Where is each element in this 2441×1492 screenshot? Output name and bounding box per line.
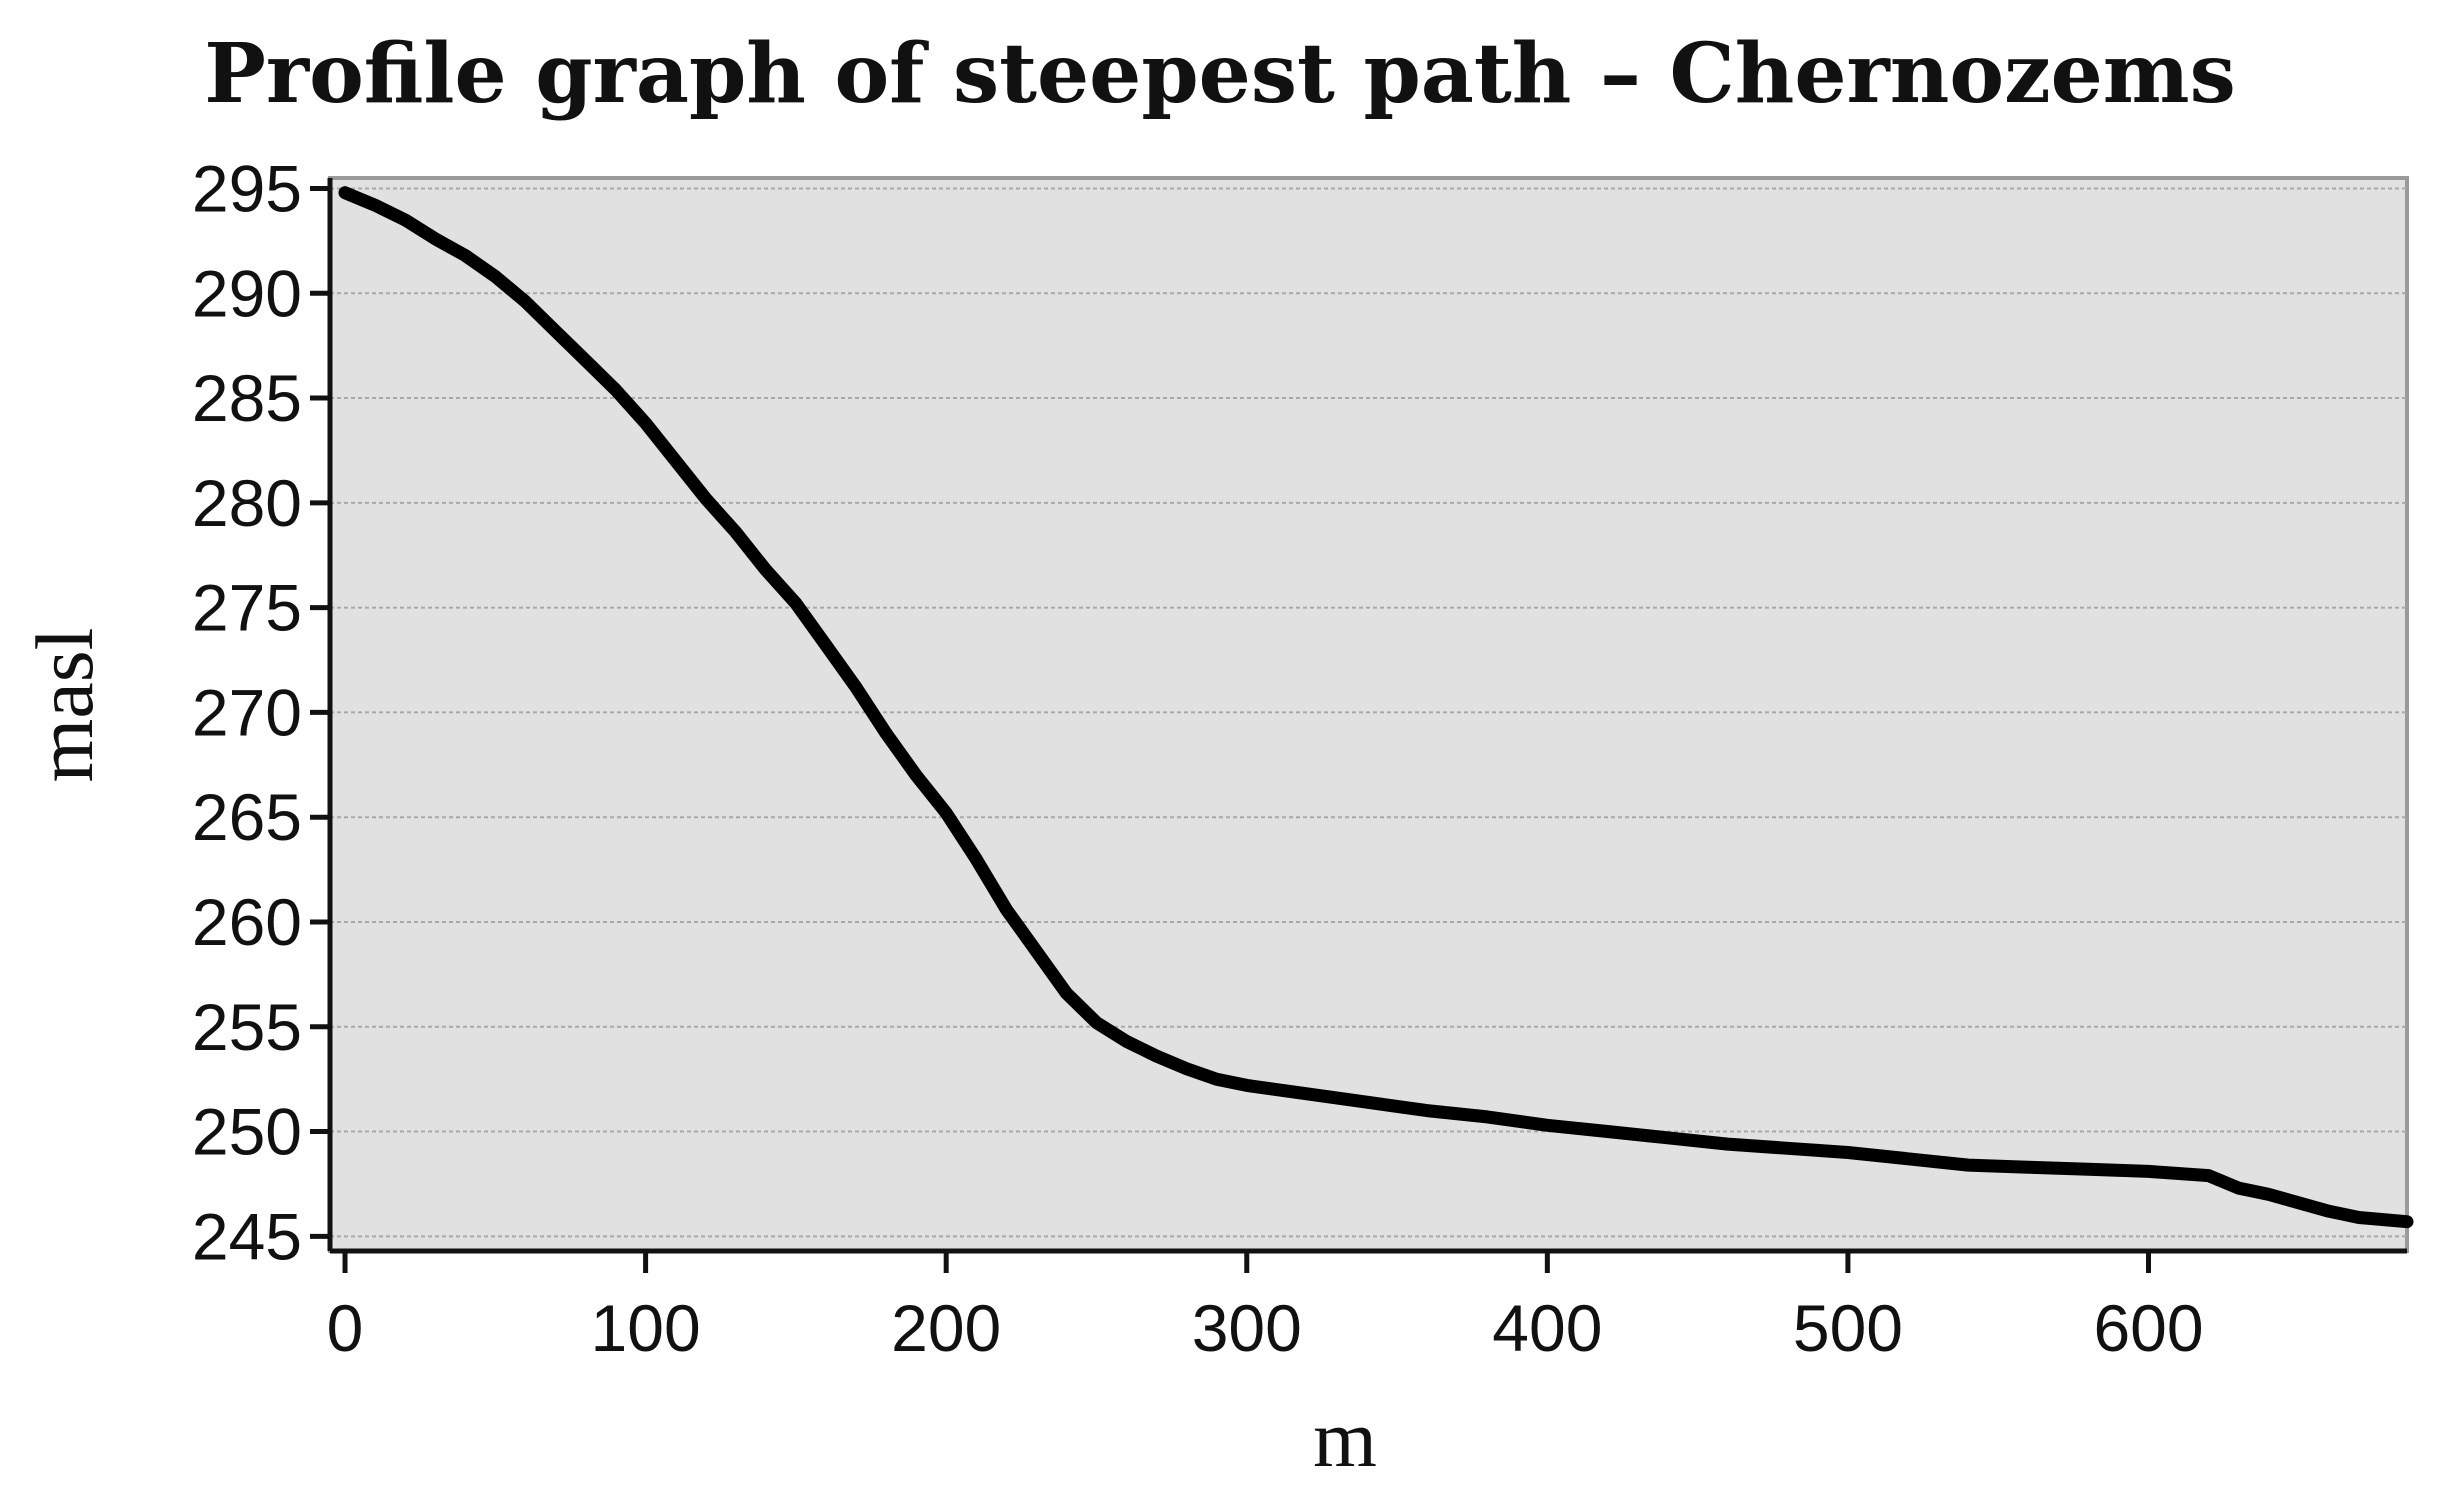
y-tick-label: 265 bbox=[192, 780, 302, 854]
x-axis-label: m bbox=[1313, 1393, 1377, 1484]
y-tick-label: 295 bbox=[192, 151, 302, 225]
x-tick-label: 500 bbox=[1793, 1291, 1903, 1365]
y-tick-label: 245 bbox=[192, 1199, 302, 1273]
y-tick-label: 260 bbox=[192, 885, 302, 959]
y-tick-label: 255 bbox=[192, 990, 302, 1064]
x-axis-ticks: 0 100 200 300 400 500 600 bbox=[327, 1251, 2204, 1365]
y-tick-label: 275 bbox=[192, 571, 302, 645]
x-tick-label: 600 bbox=[2093, 1291, 2203, 1365]
elevation-profile-line bbox=[338, 186, 2414, 1229]
y-tick-label: 285 bbox=[192, 361, 302, 435]
x-tick-label: 0 bbox=[327, 1291, 364, 1365]
y-axis-ticks: 245 250 255 260 265 270 275 280 285 290 295 bbox=[192, 151, 330, 1273]
chart-title: Profile graph of steepest path – Chernoz… bbox=[204, 26, 2236, 122]
y-tick-label: 250 bbox=[192, 1095, 302, 1169]
y-tick-label: 270 bbox=[192, 675, 302, 749]
x-tick-label: 100 bbox=[591, 1291, 701, 1365]
x-tick-label: 400 bbox=[1492, 1291, 1602, 1365]
y-tick-label: 280 bbox=[192, 466, 302, 540]
y-axis-label: masl bbox=[19, 628, 110, 783]
y-tick-label: 290 bbox=[192, 256, 302, 330]
x-tick-label: 200 bbox=[891, 1291, 1001, 1365]
grid-lines bbox=[330, 187, 2407, 1238]
x-tick-label: 300 bbox=[1192, 1291, 1302, 1365]
plot-area bbox=[328, 176, 2409, 1253]
